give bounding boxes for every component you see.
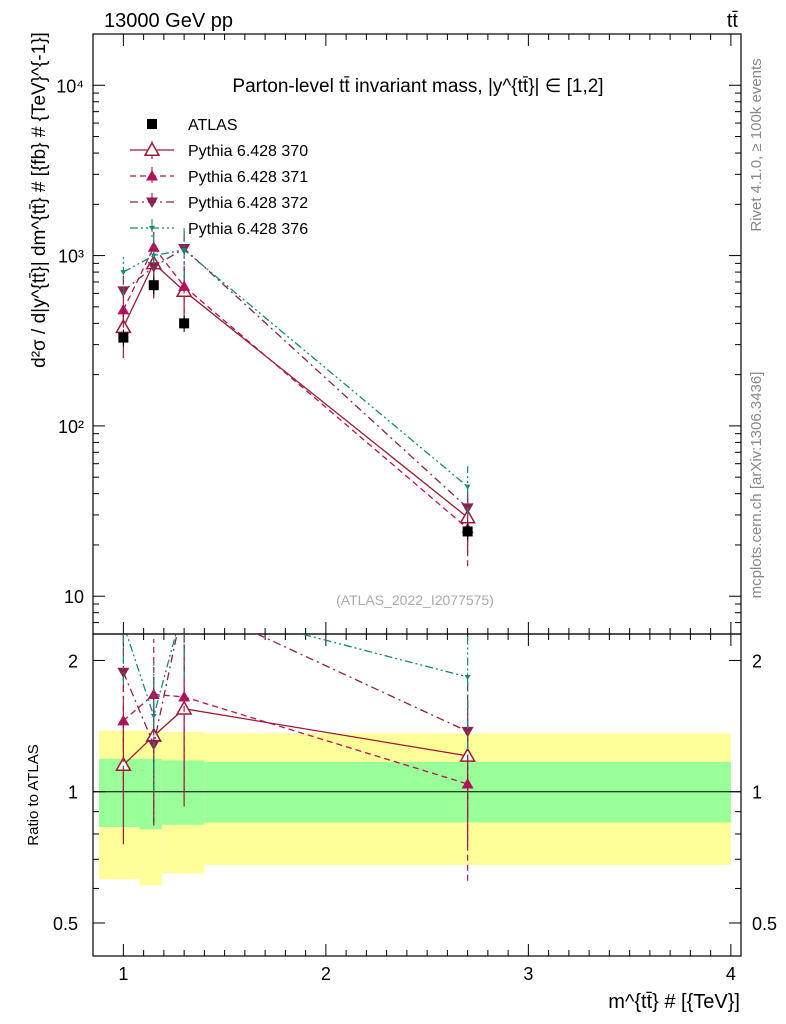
main-series-line-3 (123, 249, 469, 488)
data-point (118, 332, 129, 343)
legend-marker-data (147, 119, 157, 129)
ratio-series-point-1 (461, 777, 474, 789)
main-series-line-0 (122, 262, 469, 518)
legend-marker-2 (146, 197, 158, 208)
main-series-point-1 (178, 280, 191, 291)
ratio-series-point-1 (117, 714, 130, 726)
legend: ATLAS Pythia 6.428 370 Pythia 6.428 371 Pyt… (130, 117, 308, 238)
x-tick-label: 4 (726, 964, 736, 984)
ratio-series-point-3 (464, 674, 471, 680)
data-point (462, 526, 473, 537)
ratio-uncertainty-bands (99, 730, 731, 886)
ratio-series-point-3 (150, 713, 157, 719)
legend-marker-1 (146, 170, 158, 181)
ratio-y-tick-label-right: 2 (752, 651, 762, 671)
data-point (179, 318, 190, 329)
main-series-point-3 (120, 270, 127, 276)
energy-label: 13000 GeV pp (104, 10, 233, 32)
ratio-clipped-group (115, 634, 476, 881)
ratio-series-group (115, 634, 476, 881)
chart-title: Parton-level tt̄ invariant mass, |y^{tt̄… (232, 76, 603, 97)
ratio-series-line-3 (125, 634, 468, 719)
legend-label-0: Pythia 6.428 370 (188, 143, 308, 160)
data-point (148, 280, 159, 291)
source-label: mcplots.cern.ch [arXiv:1306.3436] (748, 372, 765, 599)
ratio-series-line-0 (122, 708, 468, 766)
main-series-line-1 (122, 245, 469, 529)
x-tick-label: 1 (118, 964, 128, 984)
legend-label-3: Pythia 6.428 376 (188, 221, 308, 238)
x-tick-label: 3 (523, 964, 533, 984)
y-tick-label: 10³ (58, 247, 84, 267)
legend-marker-3 (149, 226, 155, 231)
ratio-series-line-2 (122, 634, 468, 747)
ratio-y-tick-label: 0.5 (53, 914, 78, 934)
ratio-y-axis-label: Ratio to ATLAS (25, 744, 42, 845)
main-series-point-3 (464, 484, 471, 490)
process-label: tt̄ (727, 10, 739, 32)
ratio-series-point-1 (178, 690, 191, 702)
main-series-group (115, 225, 476, 567)
main-series-point-1 (117, 303, 130, 315)
y-tick-label: 10⁴ (56, 76, 84, 96)
x-tick-label: 2 (321, 964, 331, 984)
legend-label-2: Pythia 6.428 372 (188, 195, 308, 212)
legend-marker-0 (143, 141, 161, 156)
main-series-point-3 (181, 247, 188, 253)
y-tick-label: 10² (58, 417, 84, 437)
analysis-tag: (ATLAS_2022_I2077575) (336, 592, 494, 608)
main-series-line-2 (122, 247, 469, 509)
main-series-point-3 (150, 253, 157, 259)
ratio-panel-frame (92, 633, 742, 957)
ratio-inner-band-2 (161, 760, 205, 825)
ratio-y-tick-label-right: 0.5 (752, 914, 777, 934)
y-tick-label: 10 (64, 587, 84, 607)
ratio-inner-band-1 (139, 758, 162, 830)
rivet-label: Rivet 4.1.0, ≥ 100k events (748, 58, 765, 231)
legend-label-1: Pythia 6.428 371 (188, 169, 308, 186)
ratio-y-tick-label: 2 (68, 651, 78, 671)
ratio-y-tick-label: 1 (68, 783, 78, 803)
y-axis-label: d²σ / d|y^{tt̄}| dm^{tt̄} # [{fb} # {TeV… (29, 32, 50, 368)
legend-label-data: ATLAS (188, 117, 238, 134)
x-axis-label: m^{tt̄} # [{TeV}] (608, 991, 740, 1013)
ratio-y-tick-label-right: 1 (752, 783, 762, 803)
